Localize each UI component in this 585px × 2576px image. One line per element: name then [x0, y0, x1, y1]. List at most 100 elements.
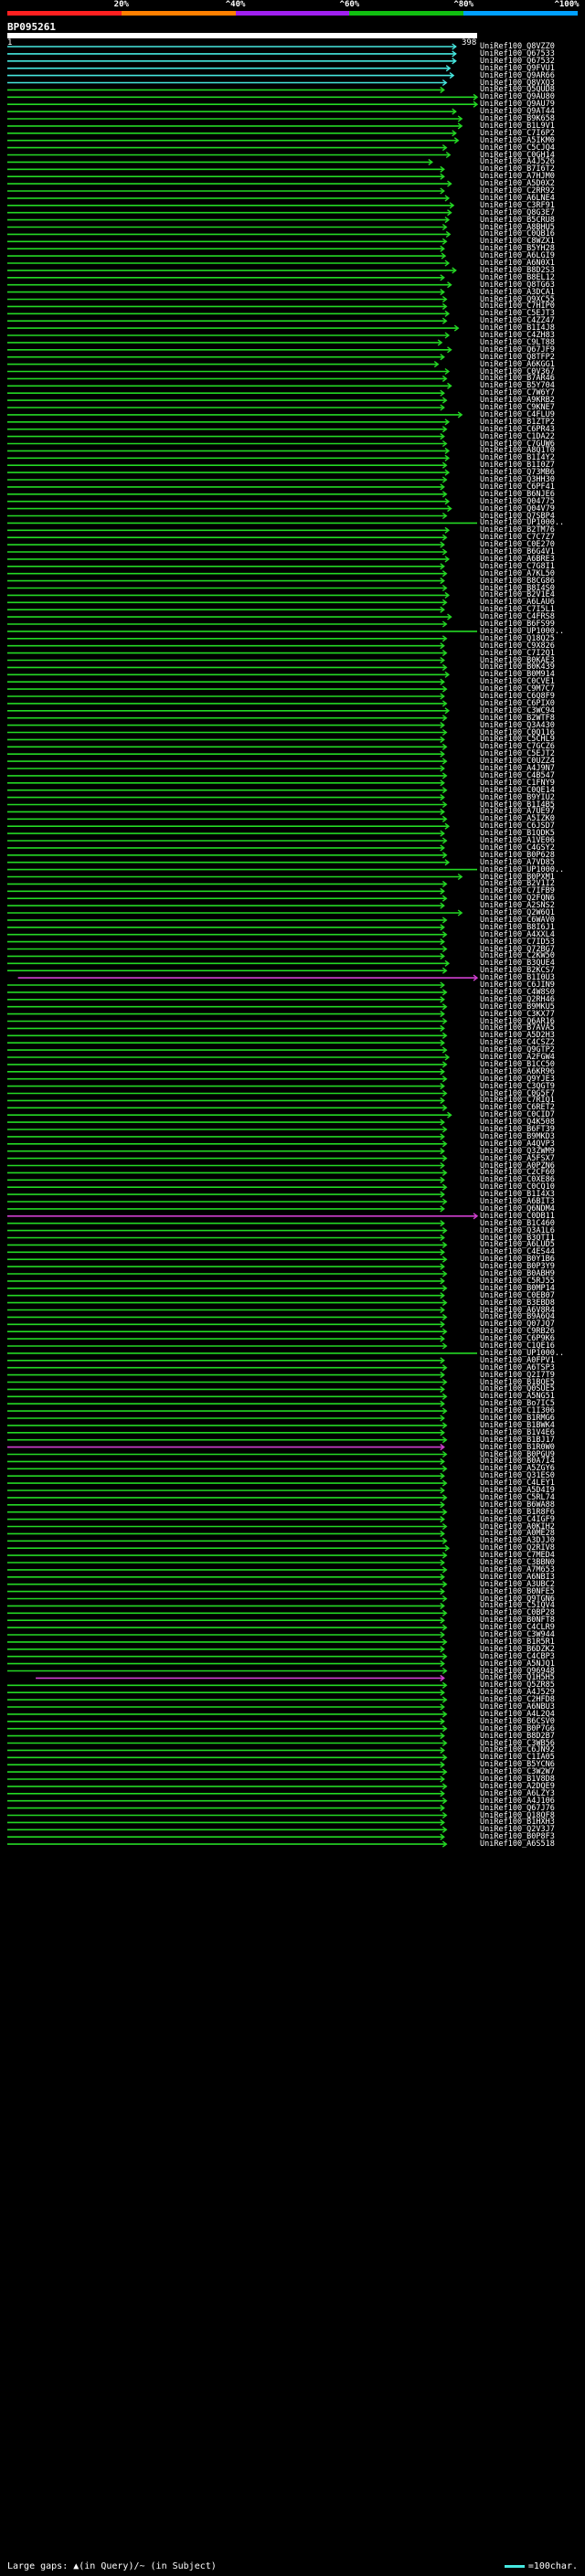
hit-label[interactable]: UniRef100_Q6NDM4	[480, 1203, 555, 1214]
hit-label[interactable]: UniRef100_A5IZK0	[480, 814, 555, 824]
hit-label[interactable]: UniRef100_A6TSP3	[480, 1362, 555, 1373]
hit-label[interactable]: UniRef100_Q96948	[480, 1666, 555, 1676]
hit-label[interactable]: UniRef100_Q31ES0	[480, 1471, 555, 1481]
hit-label[interactable]: UniRef100_Q3A1L6	[480, 1225, 555, 1235]
hit-label[interactable]: UniRef100_A6LZY3	[480, 1788, 555, 1798]
hit-label[interactable]: UniRef100_C0CVE1	[480, 677, 555, 687]
hit-label[interactable]: UniRef100_A6BRE3	[480, 554, 555, 564]
hit-label[interactable]: UniRef100_C3QGT9	[480, 1081, 555, 1091]
hit-label[interactable]: UniRef100_B5YH28	[480, 244, 555, 254]
hit-label[interactable]: UniRef100_C1IA05	[480, 1753, 555, 1763]
hit-label[interactable]: UniRef100_B2V1E4	[480, 590, 555, 600]
hit-label[interactable]: UniRef100_B6FS99	[480, 620, 555, 629]
hit-label[interactable]: UniRef100_B3QUE4	[480, 959, 555, 969]
hit-label[interactable]: UniRef100_C7MED4	[480, 1551, 555, 1561]
hit-label[interactable]: UniRef100_Q9FVU1	[480, 63, 555, 73]
hit-label[interactable]: UniRef100_B1I4J8	[480, 323, 555, 334]
hit-label[interactable]: UniRef100_B0P3Y9	[480, 1262, 555, 1272]
hit-label[interactable]: UniRef100_A3DJJ0	[480, 1536, 555, 1546]
hit-label[interactable]: UniRef100_B0A7I4	[480, 1457, 555, 1467]
hit-label[interactable]: UniRef100_Q2W6Q1	[480, 908, 555, 917]
hit-label[interactable]: UniRef100_B8D2S3	[480, 265, 555, 275]
hit-label[interactable]: UniRef100_UP1000..	[480, 518, 565, 528]
hit-label[interactable]: UniRef100_B8CG86	[480, 576, 555, 586]
hit-label[interactable]: UniRef100_A6LUD5	[480, 1240, 555, 1250]
hit-label[interactable]: UniRef100_B0M914	[480, 670, 555, 680]
hit-label[interactable]: UniRef100_B1R0W0	[480, 1442, 555, 1452]
hit-label[interactable]: UniRef100_B0P628	[480, 850, 555, 860]
hit-label[interactable]: UniRef100_C0G5F7	[480, 1088, 555, 1098]
hit-label[interactable]: UniRef100_Q7SBP4	[480, 511, 555, 521]
hit-label[interactable]: UniRef100_C6P9K6	[480, 1334, 555, 1344]
hit-label[interactable]: UniRef100_B8D2B7	[480, 1731, 555, 1741]
hit-label[interactable]: UniRef100_B0K439	[480, 663, 555, 673]
hit-label[interactable]: UniRef100_B9A6Q4	[480, 1312, 555, 1322]
hit-label[interactable]: UniRef100_C2CF60	[480, 1168, 555, 1178]
hit-label[interactable]: UniRef100_Q07JQ7	[480, 1320, 555, 1330]
hit-label[interactable]: UniRef100_A5NJQ1	[480, 1659, 555, 1669]
query-bar[interactable]	[7, 33, 477, 38]
hit-label[interactable]: UniRef100_C5RL74	[480, 1492, 555, 1502]
hit-label[interactable]: UniRef100_A9KRB2	[480, 396, 555, 406]
hit-label[interactable]: UniRef100_B8EL12	[480, 272, 555, 282]
hit-label[interactable]: UniRef100_B8I4S0	[480, 583, 555, 593]
hit-label[interactable]: UniRef100_C6JN92	[480, 1745, 555, 1755]
hit-label[interactable]: UniRef100_C6PF41	[480, 482, 555, 492]
hit-label[interactable]: UniRef100_Q8G3E7	[480, 207, 555, 217]
hit-label[interactable]: UniRef100_C0UZZ4	[480, 757, 555, 767]
hit-label[interactable]: UniRef100_B8I6J1	[480, 922, 555, 932]
hit-label[interactable]: UniRef100_Q5QUD8	[480, 85, 555, 95]
hit-label[interactable]: UniRef100_Q8VXQ3	[480, 78, 555, 88]
hit-label[interactable]: UniRef100_C0E270	[480, 540, 555, 550]
hit-label[interactable]: UniRef100_A6S518	[480, 1839, 555, 1850]
hit-label[interactable]: UniRef100_B0PGU9	[480, 1449, 555, 1459]
hit-label[interactable]: UniRef100_A7KL50	[480, 568, 555, 578]
hit-label[interactable]: UniRef100_B2WTF8	[480, 713, 555, 723]
hit-label[interactable]: UniRef100_B5CRU8	[480, 215, 555, 225]
hit-label[interactable]: UniRef100_B1L9V1	[480, 121, 555, 131]
hit-label[interactable]: UniRef100_C0EB07	[480, 1290, 555, 1300]
hit-label[interactable]: UniRef100_Q9XC55	[480, 294, 555, 304]
hit-label[interactable]: UniRef100_Q9GTP2	[480, 1045, 555, 1055]
hit-label[interactable]: UniRef100_C7GCZ6	[480, 742, 555, 752]
hit-label[interactable]: UniRef100_C8WZX1	[480, 237, 555, 247]
hit-label[interactable]: UniRef100_C7ID53	[480, 937, 555, 947]
hit-label[interactable]: UniRef100_C7I5L1	[480, 605, 555, 615]
hit-label[interactable]: UniRef100_B2TM76	[480, 525, 555, 535]
hit-label[interactable]: UniRef100_C0CID7	[480, 1110, 555, 1120]
hit-label[interactable]: UniRef100_C7I2Q1	[480, 648, 555, 658]
hit-label[interactable]: UniRef100_B0Y1B6	[480, 1255, 555, 1265]
hit-label[interactable]: UniRef100_C4CBP3	[480, 1651, 555, 1661]
hit-label[interactable]: UniRef100_B1V4E6	[480, 1427, 555, 1437]
hit-label[interactable]: UniRef100_A3DCA1	[480, 287, 555, 297]
hit-label[interactable]: UniRef100_A2SNS2	[480, 901, 555, 911]
hit-label[interactable]: UniRef100_C2KW50	[480, 951, 555, 961]
hit-label[interactable]: UniRef100_B3QTI1	[480, 1233, 555, 1243]
hit-label[interactable]: UniRef100_Q3ZWM9	[480, 1146, 555, 1156]
hit-label[interactable]: UniRef100_Q9AT44	[480, 107, 555, 117]
hit-label[interactable]: UniRef100_C1QE16	[480, 1341, 555, 1351]
hit-label[interactable]: UniRef100_C5IQV4	[480, 1601, 555, 1611]
hit-label[interactable]: UniRef100_B1BWK4	[480, 1420, 555, 1430]
hit-label[interactable]: UniRef100_C7HIP0	[480, 302, 555, 312]
hit-label[interactable]: UniRef100_B9K658	[480, 114, 555, 123]
hit-label[interactable]: UniRef100_B1ZTP2	[480, 417, 555, 427]
hit-label[interactable]: UniRef100_C9LT88	[480, 337, 555, 347]
hit-label[interactable]: UniRef100_C9KNE7	[480, 403, 555, 412]
hit-label[interactable]: UniRef100_B6FT39	[480, 1125, 555, 1134]
hit-label[interactable]: UniRef100_Q3A430	[480, 720, 555, 730]
hit-label[interactable]: UniRef100_C4W8S0	[480, 987, 555, 997]
hit-label[interactable]: UniRef100_A5ZGY6	[480, 1464, 555, 1474]
hit-label[interactable]: UniRef100_C2RR92	[480, 186, 555, 196]
hit-label[interactable]: UniRef100_B1I4X3	[480, 1190, 555, 1200]
hit-label[interactable]: UniRef100_C6PIX0	[480, 698, 555, 708]
hit-label[interactable]: UniRef100_B3EBD8	[480, 1298, 555, 1308]
hit-label[interactable]: UniRef100_B1QDK5	[480, 829, 555, 839]
hit-label[interactable]: UniRef100_C3RF91	[480, 200, 555, 210]
hit-label[interactable]: UniRef100_Q72BG7	[480, 944, 555, 954]
hit-label[interactable]: UniRef100_A7UE97	[480, 807, 555, 817]
hit-label[interactable]: UniRef100_B7I6T2	[480, 164, 555, 175]
hit-label[interactable]: UniRef100_A2DQE9	[480, 1781, 555, 1791]
hit-label[interactable]: UniRef100_C9X826	[480, 641, 555, 651]
hit-label[interactable]: UniRef100_Q9AR66	[480, 70, 555, 80]
